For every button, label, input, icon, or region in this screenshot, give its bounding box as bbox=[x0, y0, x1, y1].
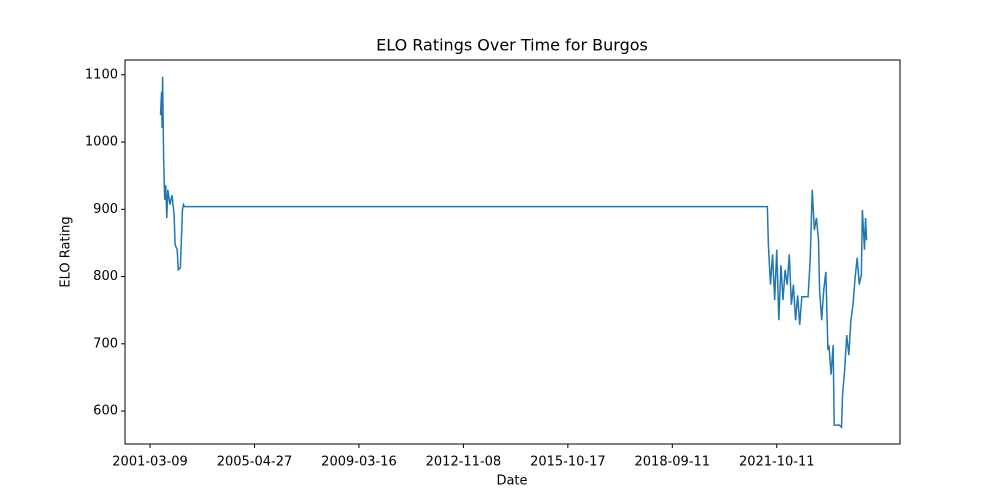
chart-title: ELO Ratings Over Time for Burgos bbox=[376, 36, 648, 55]
y-tick-label: 800 bbox=[93, 269, 118, 284]
y-axis-label: ELO Rating bbox=[59, 216, 74, 287]
x-tick-label: 2009-03-16 bbox=[321, 455, 397, 470]
plot-frame bbox=[124, 59, 901, 445]
x-tick-label: 2015-10-17 bbox=[530, 455, 606, 470]
y-tick-label: 1000 bbox=[85, 135, 118, 150]
x-tick-label: 2001-03-09 bbox=[112, 455, 188, 470]
y-tick-label: 600 bbox=[93, 404, 118, 419]
y-tick-label: 900 bbox=[93, 202, 118, 217]
x-tick-label: 2021-10-11 bbox=[739, 455, 815, 470]
x-tick-label: 2005-04-27 bbox=[217, 455, 293, 470]
y-tick-label: 1100 bbox=[85, 67, 118, 82]
data-line bbox=[159, 76, 868, 429]
x-tick-label: 2012-11-08 bbox=[426, 455, 502, 470]
x-axis-label: Date bbox=[496, 474, 527, 489]
y-tick-label: 700 bbox=[93, 336, 118, 351]
x-tick-label: 2018-09-11 bbox=[635, 455, 711, 470]
